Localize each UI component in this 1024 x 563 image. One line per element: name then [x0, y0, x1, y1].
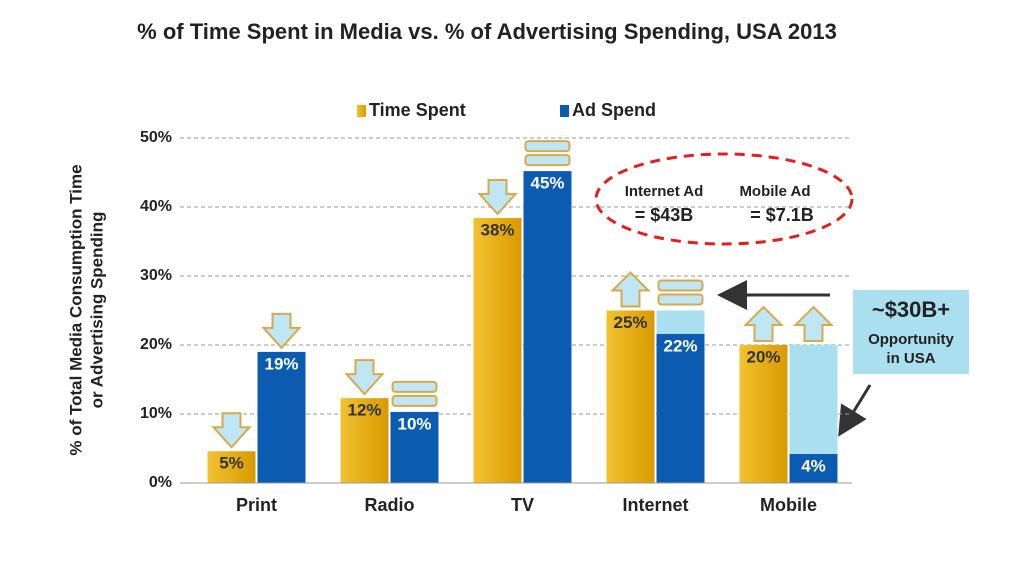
value-label: 22% — [663, 336, 697, 355]
y-tick-label: 40% — [140, 198, 172, 215]
trend-icon — [477, 179, 518, 216]
y-tick-label: 0% — [149, 474, 172, 491]
opportunity-gap — [789, 345, 838, 455]
trend-icon — [524, 154, 571, 167]
y-tick-label: 30% — [140, 267, 172, 284]
value-label: 4% — [801, 457, 826, 476]
value-label: 10% — [397, 414, 431, 433]
x-tick-label: Mobile — [760, 495, 817, 515]
trend-icon — [793, 305, 834, 342]
annotation: in USA — [886, 350, 935, 367]
annotation: ~$30B+ — [872, 297, 950, 322]
trend-icon — [743, 305, 784, 342]
bar — [789, 454, 838, 483]
y-axis-label: or Advertising Spending — [87, 212, 106, 409]
value-label: 25% — [613, 313, 647, 332]
value-label: 12% — [347, 401, 381, 420]
bar — [257, 351, 306, 483]
bar — [739, 345, 788, 483]
annotation: Internet Ad — [625, 183, 704, 200]
x-tick-label: TV — [511, 495, 534, 515]
annotation-arrow — [838, 384, 872, 437]
bar — [390, 411, 439, 483]
opportunity-box — [853, 290, 969, 374]
trend-icon — [657, 279, 704, 292]
bar — [523, 171, 572, 483]
legend-swatch — [357, 105, 366, 117]
bar — [340, 398, 389, 483]
legend-swatch — [560, 105, 569, 117]
value-label: 45% — [530, 174, 564, 193]
y-tick-label: 50% — [140, 129, 172, 146]
trend-icon — [344, 359, 385, 396]
x-tick-label: Print — [236, 495, 277, 515]
annotation: Opportunity — [868, 331, 954, 348]
bar — [656, 333, 705, 483]
trend-icon — [610, 271, 651, 308]
trend-icon — [391, 380, 438, 393]
opportunity-gap — [656, 310, 705, 334]
annotation: = $43B — [635, 205, 694, 225]
value-label: 20% — [746, 347, 780, 366]
y-tick-label: 10% — [140, 405, 172, 422]
x-tick-label: Internet — [622, 495, 688, 515]
bar — [473, 218, 522, 484]
callout-ellipse — [594, 152, 854, 246]
trend-icon — [261, 312, 302, 350]
value-label: 19% — [264, 354, 298, 373]
legend-label: Time Spent — [369, 100, 466, 120]
trend-icon — [657, 293, 704, 306]
chart-title: % of Time Spent in Media vs. % of Advert… — [137, 19, 837, 44]
value-label: 38% — [480, 221, 514, 240]
trend-icon — [524, 140, 571, 153]
y-tick-label: 20% — [140, 336, 172, 353]
y-axis-label: % of Total Media Consumption Time — [66, 164, 85, 455]
value-label: 5% — [219, 454, 244, 473]
legend-label: Ad Spend — [572, 100, 656, 120]
bar — [606, 310, 655, 483]
x-tick-label: Radio — [364, 495, 414, 515]
annotation: = $7.1B — [750, 205, 814, 225]
bar — [207, 451, 256, 483]
trend-icon — [391, 394, 438, 407]
trend-icon — [211, 412, 252, 449]
annotation: Mobile Ad — [739, 183, 810, 200]
